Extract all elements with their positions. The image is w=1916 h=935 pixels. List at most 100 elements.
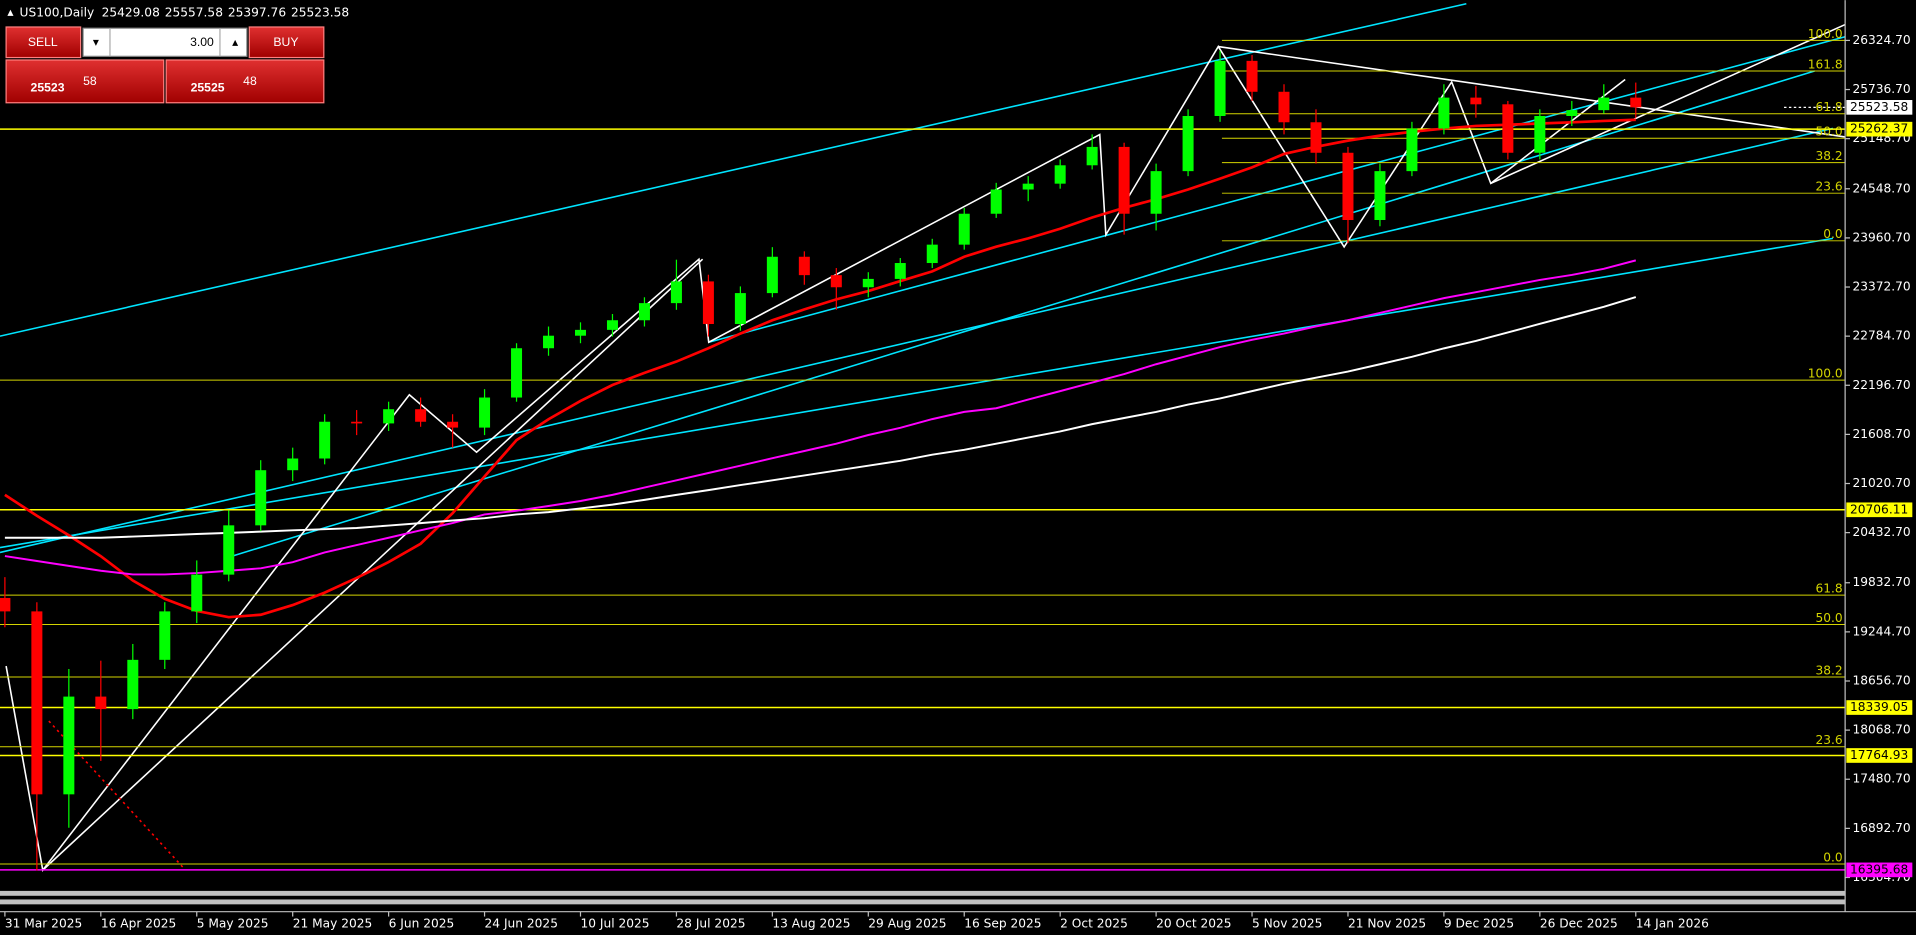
lots-value[interactable]: 3.00	[190, 35, 214, 49]
candle-body	[1246, 60, 1258, 92]
candle-body	[1438, 97, 1450, 129]
candle-body	[1406, 128, 1418, 172]
plot: 100.0161.861.850.038.223.60.0100.061.850…	[0, 27, 1846, 871]
y-tick-label: 18068.70	[1852, 723, 1910, 737]
x-tick-label: 16 Sep 2025	[964, 916, 1041, 930]
ask-main[interactable]: 25525	[191, 80, 225, 94]
candle-body	[1342, 152, 1354, 221]
header-triangle: ▴	[7, 5, 14, 19]
candle-body	[447, 421, 459, 428]
x-tick-label: 24 Jun 2025	[485, 916, 558, 930]
fib-label: 50.0	[1816, 125, 1843, 139]
bid-box[interactable]	[5, 59, 165, 104]
bid-pips[interactable]: 58	[83, 74, 97, 88]
candle-body	[1086, 146, 1098, 166]
candle-body	[1214, 60, 1226, 116]
x-tick-label: 6 Jun 2025	[389, 916, 455, 930]
y-tick-label: 25736.70	[1852, 82, 1910, 96]
candle-body	[606, 320, 618, 330]
symbol: US100,Daily	[20, 5, 95, 19]
candle-body	[1470, 97, 1482, 105]
fib-label: 38.2	[1816, 663, 1843, 677]
fib-label: 161.8	[1808, 57, 1843, 71]
moving-average	[4, 118, 1636, 619]
y-tick-label: 23372.70	[1852, 280, 1910, 294]
trade-panel: SELL ▾ ▴ 3.00 BUY 25523 58 25525 48	[5, 26, 325, 104]
price-label: 16395.68	[1850, 862, 1908, 876]
high: 25557.58	[165, 5, 223, 19]
candle-body	[511, 348, 523, 398]
candle-body	[1022, 183, 1034, 190]
price-label: 25262.37	[1850, 122, 1908, 136]
axis-labels: 26324.7025736.7025148.7024548.7023960.70…	[4, 33, 1913, 930]
candle-body	[383, 409, 395, 424]
candle-body	[0, 598, 11, 612]
candle-body	[894, 263, 906, 279]
y-tick-label: 16892.70	[1852, 821, 1910, 835]
candle-body	[766, 256, 778, 294]
lots-down[interactable]: ▾	[93, 35, 99, 49]
candle-body	[990, 189, 1002, 214]
buy-button[interactable]	[248, 26, 325, 59]
y-tick-label: 19832.70	[1852, 575, 1910, 589]
lots-input[interactable]	[82, 27, 248, 57]
x-tick-label: 10 Jul 2025	[580, 916, 649, 930]
y-tick-label: 18656.70	[1852, 673, 1910, 687]
fib-label: 23.6	[1816, 180, 1843, 194]
candle-body	[415, 409, 427, 422]
candle-body	[798, 256, 810, 276]
candle-body	[702, 281, 714, 325]
candle-body	[1566, 110, 1578, 116]
x-tick-label: 13 Aug 2025	[772, 916, 850, 930]
x-tick-label: 21 May 2025	[293, 916, 373, 930]
x-tick-label: 14 Jan 2026	[1636, 916, 1709, 930]
x-tick-label: 2 Oct 2025	[1060, 916, 1128, 930]
y-tick-label: 21608.70	[1852, 427, 1910, 441]
price-label-box	[1846, 121, 1913, 137]
sell-button[interactable]	[5, 26, 82, 59]
candle-body	[638, 303, 650, 321]
candle-body	[191, 574, 203, 612]
price-label-box	[1846, 502, 1913, 518]
x-tick-label: 26 Dec 2025	[1540, 916, 1618, 930]
price-label-box	[1846, 100, 1913, 115]
trendline	[0, 237, 1834, 549]
candle-body	[159, 611, 171, 660]
trendlines	[0, 2, 1846, 873]
x-tick-label: 5 May 2025	[197, 916, 269, 930]
trendline	[0, 127, 1834, 554]
candle-body	[670, 281, 682, 304]
y-tick-label: 20432.70	[1852, 525, 1910, 539]
ask-box[interactable]	[165, 59, 325, 104]
sell-label[interactable]: SELL	[28, 35, 58, 49]
candle-body	[351, 421, 363, 424]
close: 25523.58	[291, 5, 349, 19]
ask-pips[interactable]: 48	[243, 74, 257, 88]
candle-body	[1278, 91, 1290, 123]
zigzag	[5, 45, 1626, 873]
fib-label: 0.0	[1823, 850, 1842, 864]
scroll-band	[0, 890, 1846, 896]
price-label-box	[1846, 700, 1913, 715]
candle-body	[255, 470, 267, 526]
candle-body	[1182, 115, 1194, 172]
x-tick-label: 21 Nov 2025	[1348, 916, 1426, 930]
candle-body	[1054, 165, 1066, 184]
x-tick-label: 5 Nov 2025	[1252, 916, 1322, 930]
buy-label[interactable]: BUY	[273, 35, 298, 49]
candle-body	[31, 611, 43, 795]
price-label: 18339.05	[1850, 700, 1908, 714]
trendline	[708, 35, 1846, 344]
trendline	[42, 258, 704, 871]
price-label: 17764.93	[1850, 748, 1908, 762]
x-tick-label: 20 Oct 2025	[1156, 916, 1231, 930]
bid-main[interactable]: 25523	[31, 80, 65, 94]
candle-body	[1534, 115, 1546, 153]
x-tick-label: 31 Mar 2025	[5, 916, 82, 930]
candle-body	[1118, 146, 1130, 214]
lots-up[interactable]: ▴	[232, 35, 238, 49]
trendline	[0, 2, 1467, 337]
candle-body	[287, 458, 299, 471]
trendline	[48, 720, 184, 869]
